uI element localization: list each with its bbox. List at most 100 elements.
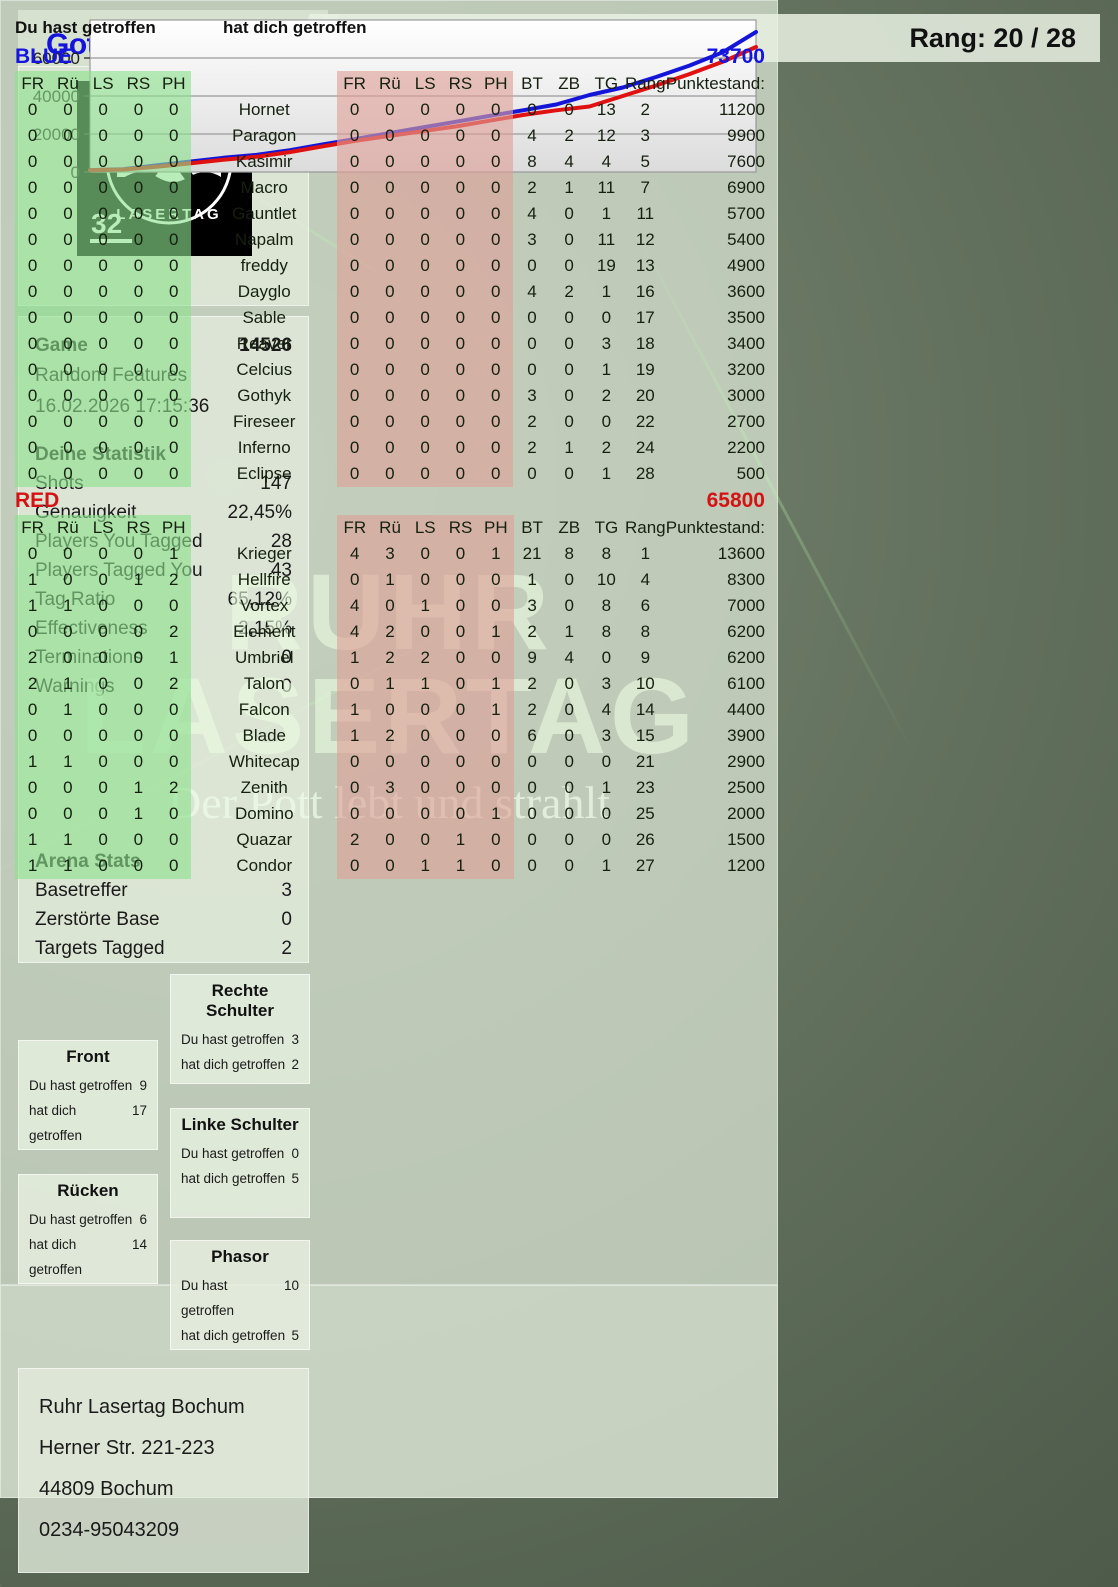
table-row[interactable]: 0 0 0 0 2 Element 4 2 0 0 1 2 1 8 8 6200 (15, 619, 765, 645)
table-row[interactable]: 0 0 0 0 0 Napalm 0 0 0 0 0 3 0 11 12 5400 (15, 227, 765, 253)
cell-them-FR: 0 (336, 383, 373, 409)
cell-them-RS: 0 (442, 567, 479, 593)
cell-Rang: 17 (635, 308, 655, 327)
cell-BT: 0 (527, 464, 537, 483)
team-score-table: FR Rü LS RS PH FR Rü LS RS PH BT ZB TG Rang Punktestan… (15, 71, 765, 487)
table-row[interactable]: 0 0 0 0 0 Gothyk 0 0 0 0 0 3 0 2 20 3000 (15, 383, 765, 409)
cell-them-FR: 4 (337, 619, 373, 645)
cell-them-LS: 0 (407, 149, 443, 175)
table-row[interactable]: 0 0 0 0 0 Hornet 0 0 0 0 0 0 0 13 2 11200 (15, 97, 765, 123)
cell-them-PH: 0 (478, 227, 514, 253)
table-row[interactable]: 0 0 0 0 0 Inferno 0 0 0 0 0 2 1 2 24 2200 (15, 435, 765, 461)
col-header-you-FR: FR (15, 515, 51, 541)
cell-them-PH: 1 (478, 697, 514, 723)
table-row[interactable]: 0 0 0 0 0 Dayglo 0 0 0 0 0 4 2 1 16 3600 (15, 279, 765, 305)
table-row[interactable]: 0 1 0 0 0 Falcon 1 0 0 0 1 2 0 4 14 4400 (15, 697, 765, 723)
cell-you-RS: 0 (120, 461, 157, 487)
cell-them-LS: 0 (407, 305, 443, 331)
table-row[interactable]: 0 0 0 0 0 Macro 0 0 0 0 0 2 1 11 7 6900 (15, 175, 765, 201)
cell-you-RS: 0 (120, 253, 157, 279)
cell-them-LS: 0 (407, 801, 443, 827)
hitbox-tagged-you-row: hat dich getroffen 2 (181, 1052, 299, 1077)
table-row[interactable]: 0 0 0 0 0 Eclipse 0 0 0 0 0 0 0 1 28 500 (15, 461, 765, 487)
hitbox-tagged-you-label: hat dich getroffen (181, 1328, 286, 1343)
col-header-you-Rü: Rü (50, 71, 86, 97)
cell-ZB: 1 (564, 622, 574, 641)
cell-them-LS: 0 (407, 227, 443, 253)
cell-ZB: 0 (564, 230, 574, 249)
table-row[interactable]: 0 0 0 0 1 Krieger 4 3 0 0 1 21 8 8 1 13600 (15, 541, 765, 567)
cell-BT: 0 (527, 334, 537, 353)
cell-them-LS: 0 (407, 749, 443, 775)
cell-BT: 2 (527, 438, 537, 457)
table-row[interactable]: 0 0 0 0 0 Celcius 0 0 0 0 0 0 0 1 19 3200 (15, 357, 765, 383)
table-row[interactable]: 1 1 0 0 0 Condor 0 0 1 1 0 0 0 1 27 1200 (15, 853, 765, 879)
table-row[interactable]: 0 0 0 0 0 Kasimir 0 0 0 0 0 8 4 4 5 7600 (15, 149, 765, 175)
cell-score: 4900 (727, 256, 765, 275)
cell-you-LS: 0 (85, 253, 121, 279)
table-row[interactable]: 0 0 0 1 2 Zenith 0 3 0 0 0 0 0 1 23 2500 (15, 775, 765, 801)
table-row[interactable]: 1 1 0 0 0 Quazar 2 0 0 1 0 0 0 0 26 1500 (15, 827, 765, 853)
cell-you-LS: 0 (85, 593, 121, 619)
table-row[interactable]: 1 0 0 1 2 Hellfire 0 1 0 0 0 1 0 10 4 8300 (15, 567, 765, 593)
stat-value: 2,15% (238, 618, 292, 639)
table-row[interactable]: 0 0 0 0 0 Sable 0 0 0 0 0 0 0 0 17 3500 (15, 305, 765, 331)
cell-them-LS: 0 (407, 175, 443, 201)
table-row[interactable]: 0 0 0 1 0 Domino 0 0 0 0 1 0 0 0 25 2000 (15, 801, 765, 827)
cell-them-PH: 0 (478, 357, 514, 383)
cell-you-FR: 2 (15, 645, 51, 671)
cell-you-LS: 0 (85, 723, 121, 749)
table-row[interactable]: 0 0 0 0 0 Paragon 0 0 0 0 0 4 2 12 3 9900 (15, 123, 765, 149)
table-row[interactable]: 0 0 0 0 0 Fireseer 0 0 0 0 0 2 0 0 22 2700 (15, 409, 765, 435)
cell-BT: 2 (527, 674, 537, 693)
cell-score: 6200 (727, 622, 765, 641)
cell-them-RS: 0 (442, 461, 479, 487)
cell-you-FR: 0 (15, 723, 51, 749)
cell-Rang: 21 (635, 752, 655, 771)
cell-them-FR: 0 (337, 749, 373, 775)
cell-TG: 1 (601, 282, 612, 301)
cell-you-Rü: 0 (50, 567, 86, 593)
table-row[interactable]: 0 0 0 0 0 Blade 1 2 0 0 0 6 0 3 15 3900 (15, 723, 765, 749)
cell-them-FR: 0 (336, 331, 373, 357)
table-section-headers: Du hast getroffen hat dich getroffen (15, 13, 763, 43)
cell-player-name: Condor (236, 856, 293, 875)
venue-name: Ruhr Lasertag Bochum (39, 1396, 245, 1418)
cell-TG: 2 (601, 386, 612, 405)
cell-you-PH: 0 (156, 123, 192, 149)
cell-score: 2700 (727, 412, 765, 431)
table-row[interactable]: 1 1 0 0 0 Vortex 4 0 1 0 0 3 0 8 6 7000 (15, 593, 765, 619)
cell-them-FR: 0 (336, 253, 373, 279)
cell-BT: 0 (527, 308, 537, 327)
table-row[interactable]: 0 0 0 0 0 Gauntlet 0 0 0 0 0 4 0 1 11 5700 (15, 201, 765, 227)
cell-you-PH: 0 (156, 801, 192, 827)
table-row[interactable]: 1 1 0 0 0 Whitecap 0 0 0 0 0 0 0 0 21 2900 (15, 749, 765, 775)
table-row[interactable]: 2 1 0 0 2 Talon 0 1 1 0 1 2 0 3 10 6100 (15, 671, 765, 697)
cell-you-Rü: 1 (50, 853, 86, 879)
venue-street: Herner Str. 221-223 (39, 1437, 215, 1459)
table-row[interactable]: 2 0 0 0 1 Umbriel 1 2 2 0 0 9 4 0 9 6200 (15, 645, 765, 671)
cell-Rang: 15 (635, 726, 655, 745)
cell-you-PH: 0 (156, 253, 192, 279)
cell-you-RS: 0 (120, 671, 157, 697)
cell-TG: 1 (601, 778, 612, 797)
cell-them-PH: 0 (478, 775, 514, 801)
cell-you-PH: 0 (156, 461, 192, 487)
arena-stat-row: Targets Tagged 2 (35, 934, 292, 963)
cell-Rang: 4 (640, 570, 651, 589)
hitbox-tagged-you-row: hat dich getroffen 5 (181, 1323, 299, 1348)
cell-BT: 1 (527, 570, 537, 589)
cell-player-name: Fireseer (233, 412, 296, 431)
cell-ZB: 0 (564, 360, 574, 379)
cell-them-RS: 0 (442, 253, 479, 279)
table-row[interactable]: 0 0 0 0 0 freddy 0 0 0 0 0 0 0 19 13 4900 (15, 253, 765, 279)
cell-you-Rü: 1 (50, 697, 86, 723)
cell-you-FR: 0 (15, 305, 51, 331)
cell-them-Rü: 1 (372, 671, 408, 697)
cell-you-Rü: 1 (50, 827, 86, 853)
cell-you-FR: 0 (15, 435, 51, 461)
hitbox-title: Front (66, 1047, 110, 1066)
cell-TG: 19 (596, 256, 616, 275)
cell-player-name: Gothyk (237, 386, 292, 405)
table-row[interactable]: 0 0 0 0 0 Reaver 0 0 0 0 0 0 0 3 18 3400 (15, 331, 765, 357)
